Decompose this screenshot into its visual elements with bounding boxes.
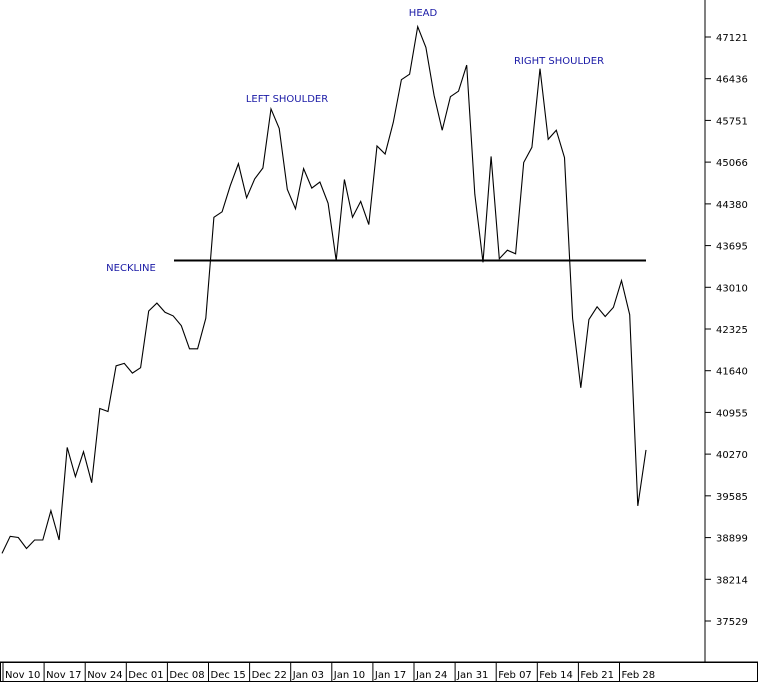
x-tick-label: Dec 08 — [169, 670, 204, 681]
x-tick-label: Dec 22 — [252, 670, 287, 681]
plot-area — [1, 24, 647, 554]
y-tick-label: 45751 — [716, 116, 748, 127]
y-tick-label: 40955 — [716, 408, 748, 419]
annotation-left-shoulder: LEFT SHOULDER — [246, 94, 328, 105]
x-tick-label: Dec 15 — [211, 670, 246, 681]
y-tick-label: 41640 — [716, 367, 748, 378]
x-tick-label: Dec 01 — [128, 670, 163, 681]
x-tick-label: Nov 17 — [46, 670, 81, 681]
y-tick-label: 44380 — [716, 200, 748, 211]
annotation-head: HEAD — [409, 8, 438, 19]
y-tick-label: 46436 — [716, 75, 748, 86]
x-tick-label: Nov 10 — [5, 670, 40, 681]
x-tick-label: Feb 07 — [498, 670, 532, 681]
x-tick-label: Nov 24 — [87, 670, 122, 681]
annotation-right-shoulder: RIGHT SHOULDER — [514, 56, 604, 67]
x-tick-label: Jan 03 — [292, 670, 324, 681]
x-tick-label: Feb 14 — [539, 670, 573, 681]
annotations: HEAD LEFT SHOULDER RIGHT SHOULDER NECKLI… — [106, 8, 604, 274]
y-tick-label: 38214 — [716, 575, 748, 586]
y-tick-label: 47121 — [716, 33, 748, 44]
y-tick-label: 39585 — [716, 492, 748, 503]
series-line-price — [1, 24, 647, 554]
x-axis: Nov 10 Nov 17 Nov 24 Dec 01 Dec 08 Dec 15 Dec … — [0, 661, 758, 682]
y-tick-label: 45066 — [716, 158, 748, 169]
x-tick-label: Jan 10 — [333, 670, 365, 681]
x-tick-label: Feb 21 — [580, 670, 614, 681]
y-tick-label: 43695 — [716, 242, 748, 253]
x-tick-label: Feb 28 — [622, 670, 656, 681]
y-tick-label: 40270 — [716, 450, 748, 461]
x-tick-label: Jan 17 — [374, 670, 406, 681]
y-tick-label: 37529 — [716, 617, 748, 628]
annotation-neckline: NECKLINE — [106, 263, 156, 274]
x-tick-label: Jan 31 — [456, 670, 488, 681]
y-axis: 47121 46436 45751 45066 44380 43695 43010 42325… — [704, 0, 748, 662]
y-tick-label: 42325 — [716, 325, 748, 336]
y-tick-label: 43010 — [716, 283, 748, 294]
x-tick-label: Jan 24 — [415, 670, 447, 681]
y-tick-label: 38899 — [716, 534, 748, 545]
